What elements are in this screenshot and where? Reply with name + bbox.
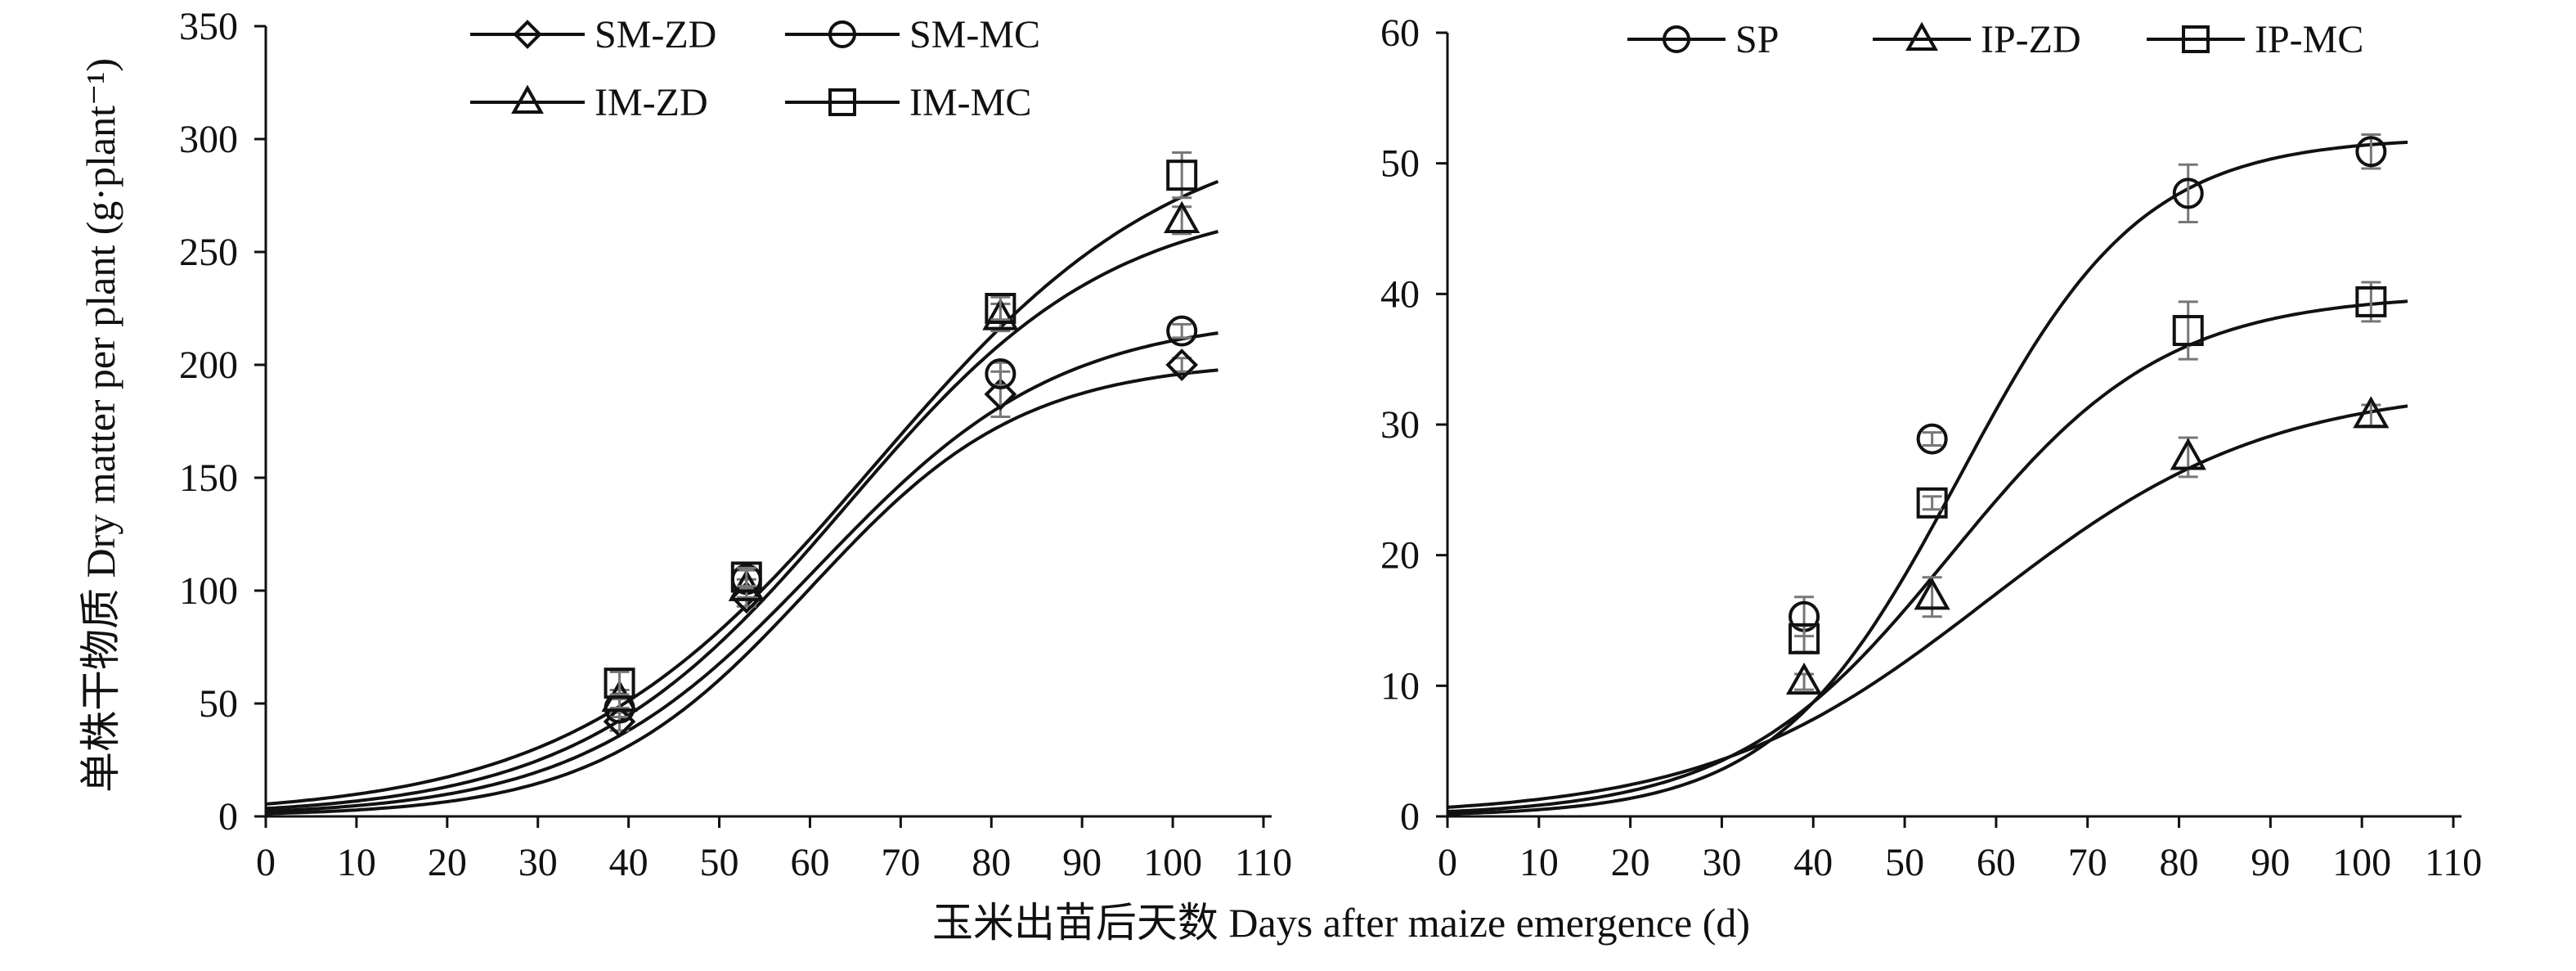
legend-marker-sm-zd: [513, 20, 542, 49]
y-tick-label: 300: [179, 118, 238, 161]
data-point-im-mc: [985, 293, 1016, 324]
data-point-ip-mc: [2355, 285, 2387, 317]
data-point-ip-mc: [2172, 315, 2204, 347]
legend-label: IP-ZD: [1981, 18, 2081, 61]
legend-marker-im-mc: [828, 88, 856, 116]
data-point-im-mc: [1166, 160, 1198, 191]
x-tick-label: 90: [1062, 841, 1102, 884]
x-tick-label: 60: [790, 841, 829, 884]
data-point-sp: [2172, 178, 2204, 209]
y-tick-label: 60: [1380, 11, 1420, 55]
data-point-ip-zd: [2353, 396, 2390, 429]
x-tick-label: 50: [1885, 841, 1924, 884]
y-tick-label: 50: [199, 682, 238, 726]
data-point-sm-zd: [984, 378, 1017, 411]
y-axis-title: 单株干物质 Dry matter per plant (g·plant⁻¹): [78, 58, 123, 793]
x-tick-label: 30: [518, 841, 558, 884]
series-line-ip-zd: [1447, 404, 2408, 809]
y-tick-label: 200: [179, 344, 238, 387]
data-point-sm-zd: [1165, 348, 1199, 381]
x-tick-label: 80: [972, 841, 1011, 884]
x-tick-label: 40: [609, 841, 648, 884]
x-tick-label: 40: [1793, 841, 1833, 884]
legend-label: IM-ZD: [595, 81, 708, 124]
y-tick-label: 50: [1380, 142, 1420, 186]
x-axis-title: 玉米出苗后天数 Days after maize emergence (d): [932, 900, 1750, 946]
x-tick-label: 10: [337, 841, 376, 884]
x-tick-label: 30: [1702, 841, 1741, 884]
x-tick-label: 0: [1438, 841, 1457, 884]
y-tick-label: 40: [1380, 272, 1420, 316]
x-tick-label: 20: [428, 841, 467, 884]
data-point-im-zd: [1164, 200, 1200, 233]
series-line-sp: [1447, 140, 2408, 816]
x-tick-label: 90: [2251, 841, 2290, 884]
y-tick-label: 0: [218, 795, 238, 838]
legend-label: IP-MC: [2255, 18, 2363, 61]
legend-label: SM-ZD: [595, 13, 716, 56]
x-tick-label: 10: [1519, 841, 1559, 884]
x-tick-label: 60: [1977, 841, 2016, 884]
data-point-sm-zd: [729, 581, 763, 614]
x-tick-label: 100: [1143, 841, 1202, 884]
x-tick-label: 20: [1611, 841, 1650, 884]
x-tick-label: 0: [256, 841, 276, 884]
y-tick-label: 0: [1400, 795, 1420, 838]
x-tick-label: 100: [2332, 841, 2391, 884]
data-point-im-zd: [982, 298, 1019, 330]
data-point-ip-zd: [2170, 438, 2206, 470]
y-tick-label: 30: [1380, 403, 1420, 447]
series-line-sm-mc: [265, 331, 1218, 813]
y-tick-label: 100: [179, 569, 238, 613]
data-point-ip-zd: [1785, 662, 1823, 695]
legend-marker-ip-mc: [2182, 25, 2210, 53]
x-tick-label: 110: [2425, 841, 2482, 884]
left-panel: 0 10 20 30 40 50 60 70 80 90 100 110 0 50 100 150 200 250…: [179, 5, 1292, 884]
series-line-im-mc: [265, 179, 1219, 806]
legend-label: SM-MC: [909, 13, 1040, 56]
legend-marker-im-zd: [511, 84, 544, 114]
x-tick-label: 70: [881, 841, 920, 884]
series-line-sm-zd: [265, 368, 1218, 816]
x-tick-label: 80: [2160, 841, 2199, 884]
data-point-sm-mc: [1166, 315, 1198, 347]
legend-label: IM-MC: [909, 81, 1031, 124]
x-tick-label: 50: [700, 841, 739, 884]
data-point-ip-zd: [1914, 578, 1950, 610]
series-line-im-zd: [265, 230, 1218, 811]
x-tick-label: 110: [1235, 841, 1292, 884]
x-tick-label: 70: [2068, 841, 2107, 884]
data-point-ip-mc: [1788, 623, 1820, 654]
series-line-ip-mc: [1447, 299, 2408, 814]
y-tick-label: 150: [179, 456, 238, 500]
data-point-sp: [2355, 136, 2387, 168]
legend-marker-sp: [1663, 25, 1690, 53]
legend-label: SP: [1735, 18, 1779, 61]
legend-marker-ip-zd: [1905, 21, 1938, 51]
data-point-sm-mc: [985, 358, 1016, 390]
data-point-sp: [1916, 423, 1948, 455]
legend-marker-sm-mc: [828, 20, 856, 48]
y-tick-label: 20: [1380, 534, 1420, 578]
y-tick-label: 10: [1380, 664, 1420, 708]
data-point-im-mc: [730, 561, 762, 593]
data-point-ip-mc: [1916, 487, 1948, 519]
data-point-im-mc: [604, 668, 635, 699]
y-tick-label: 250: [179, 231, 238, 274]
right-panel: 0 10 20 30 40 50 60 70 80 90 100 110 0 10 20 30 40 50 60 SP…: [1380, 11, 2482, 884]
y-tick-label: 350: [179, 5, 238, 48]
